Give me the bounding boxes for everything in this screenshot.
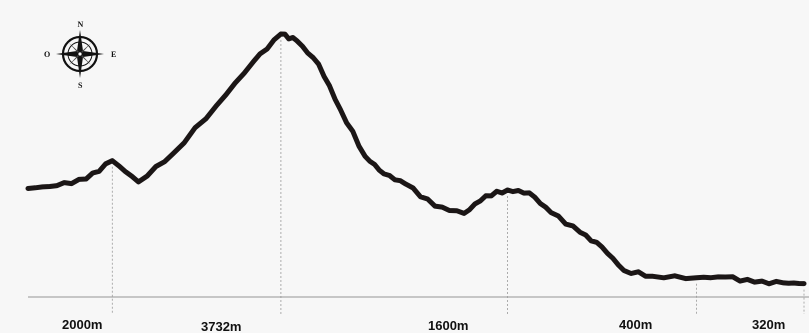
compass-rose-icon: N S E O (44, 20, 116, 90)
profile-point-3 (694, 275, 699, 280)
elevation-label-3: 400m (619, 317, 652, 332)
compass-west-label: O (44, 50, 50, 59)
guide-lines (111, 40, 805, 314)
profile-point-0 (110, 158, 115, 163)
compass-north-label: N (78, 20, 84, 29)
elevation-label-2: 1600m (428, 318, 468, 333)
profile-point-2 (505, 187, 510, 193)
elevation-labels: 2000m 3732m 1600m 400m 320m (62, 317, 785, 333)
profile-line-layer (25, 31, 807, 287)
elevation-label-0: 2000m (62, 317, 102, 332)
elevation-label-1: 3732m (201, 319, 241, 333)
compass-east-label: E (111, 50, 116, 59)
elevation-label-4: 320m (752, 317, 785, 332)
profile-point-4 (801, 281, 807, 286)
profile-point-1 (278, 31, 284, 37)
compass-south-label: S (78, 81, 83, 90)
elevation-profile-line (25, 31, 807, 287)
